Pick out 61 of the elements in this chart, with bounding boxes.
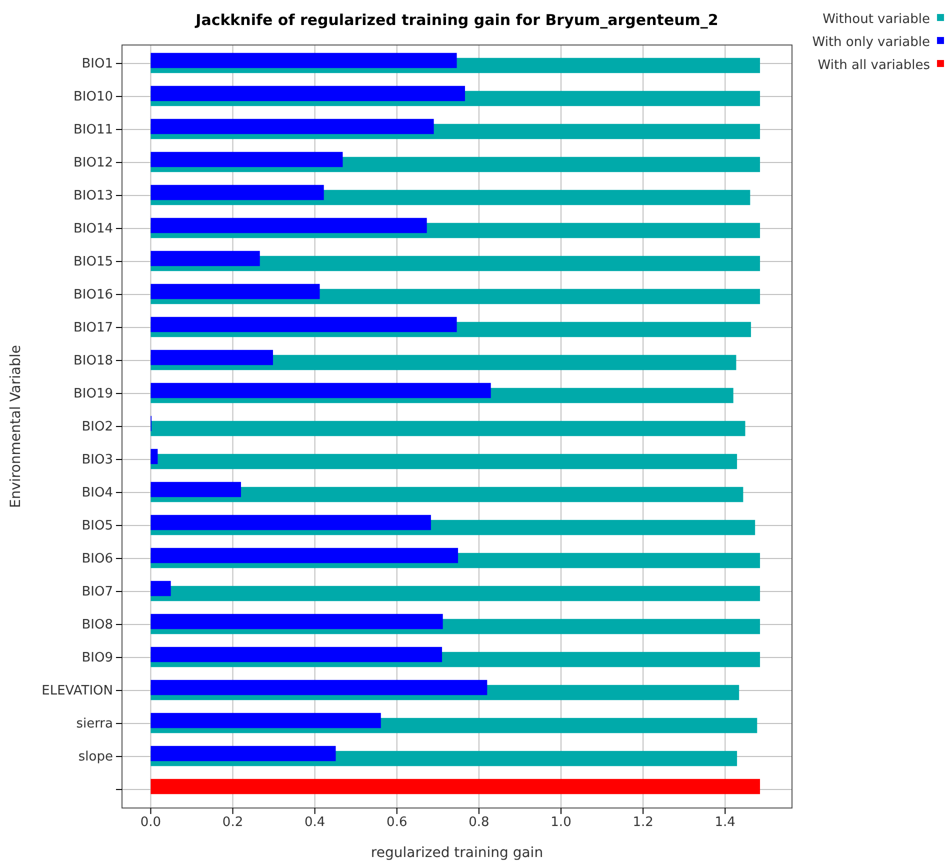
bar [150, 680, 488, 696]
bar [150, 482, 241, 498]
bar [150, 420, 746, 436]
bar [150, 152, 343, 168]
bar [150, 284, 320, 300]
bar [150, 746, 336, 762]
bar [150, 778, 760, 794]
x-tick-label: 1.4 [714, 815, 736, 830]
y-tick-label: BIO15 [73, 254, 113, 270]
y-tick-label: BIO4 [82, 486, 113, 501]
bar [150, 580, 171, 596]
bar [150, 118, 434, 134]
y-tick-label: BIO13 [73, 188, 113, 204]
y-tick-label: BIO1 [82, 56, 113, 72]
y-tick-label: BIO19 [73, 386, 113, 402]
bar [150, 382, 491, 398]
y-tick-label: BIO17 [73, 320, 113, 336]
bar [150, 250, 260, 266]
y-tick-label: BIO8 [82, 618, 113, 633]
y-tick-label: ELEVATION [42, 684, 113, 699]
bar [150, 548, 458, 564]
legend-label: With only variable [812, 35, 930, 50]
y-tick-label: BIO7 [82, 584, 113, 600]
bar [150, 316, 457, 332]
y-tick-label: slope [78, 750, 113, 765]
bar [150, 614, 443, 630]
y-tick-label: BIO2 [82, 420, 113, 435]
bar [150, 218, 427, 234]
x-tick-label: 1.0 [550, 815, 572, 830]
y-tick-label: BIO14 [73, 222, 113, 237]
y-tick-label: BIO12 [73, 156, 113, 171]
bar [150, 184, 324, 200]
bar [150, 52, 457, 68]
chart-title: Jackknife of regularized training gain for Bryum_argenteum_2 [194, 11, 718, 29]
x-axis-title: regularized training gain [370, 845, 544, 861]
y-tick-label: BIO10 [73, 90, 113, 105]
bar [150, 712, 381, 728]
y-axis-title: Environmental Variable [8, 345, 24, 508]
y-tick-label: BIO16 [73, 288, 113, 303]
bar [150, 448, 158, 464]
y-tick-label: BIO18 [73, 354, 113, 369]
y-tick-label: BIO3 [82, 452, 113, 468]
y-tick-label: BIO6 [82, 552, 113, 567]
x-tick-label: 0.4 [304, 815, 326, 830]
x-tick-label: 0.6 [386, 815, 408, 830]
bar [150, 646, 442, 662]
y-tick-label: BIO5 [82, 518, 113, 534]
x-tick-label: 0.8 [468, 815, 490, 830]
bar [150, 586, 760, 602]
y-tick-label: BIO11 [73, 122, 113, 138]
x-tick-label: 0.0 [140, 815, 162, 830]
y-tick-label: sierra [76, 716, 113, 732]
bar [150, 86, 465, 102]
y-tick-label: BIO9 [82, 650, 113, 666]
bar [150, 350, 273, 366]
bar [150, 514, 431, 530]
x-tick-label: 1.2 [632, 815, 654, 830]
x-tick-label: 0.2 [222, 815, 244, 830]
bar [150, 454, 738, 470]
legend-label: With all variables [818, 58, 930, 73]
legend-label: Without variable [822, 12, 930, 27]
